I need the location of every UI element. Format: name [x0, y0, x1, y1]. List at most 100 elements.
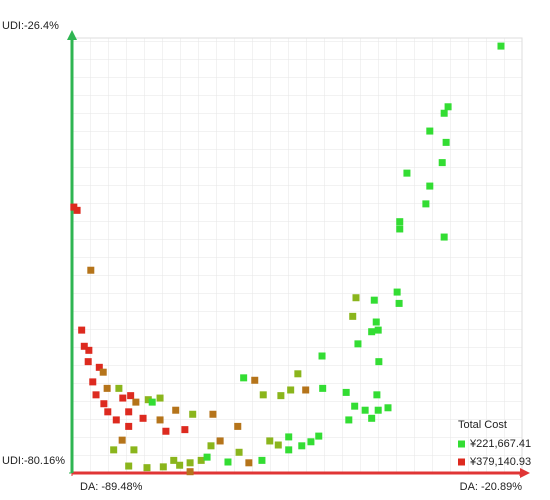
point	[373, 391, 381, 399]
point	[84, 358, 92, 366]
point	[396, 218, 404, 226]
point	[372, 318, 380, 326]
point	[368, 414, 376, 422]
point	[438, 159, 446, 167]
point	[240, 374, 248, 382]
point	[159, 463, 167, 471]
point	[125, 462, 133, 470]
point	[170, 456, 178, 464]
legend-label: ¥221,667.41	[469, 438, 531, 450]
point	[294, 370, 302, 378]
legend-title: Total Cost	[458, 419, 507, 431]
point	[203, 453, 211, 461]
point	[384, 404, 392, 412]
point	[85, 346, 93, 354]
point	[104, 408, 112, 416]
point	[112, 416, 120, 424]
point	[119, 394, 127, 402]
point	[426, 182, 434, 190]
point	[103, 384, 111, 392]
point	[274, 441, 282, 449]
point	[144, 396, 152, 404]
point	[143, 464, 151, 472]
point	[132, 398, 140, 406]
point	[125, 422, 133, 430]
point	[176, 461, 184, 469]
point	[393, 288, 401, 296]
point	[497, 42, 505, 50]
point	[375, 358, 383, 366]
point	[115, 384, 123, 392]
point	[78, 326, 86, 334]
point	[100, 400, 108, 408]
point	[285, 446, 293, 454]
point	[307, 438, 315, 446]
point	[207, 442, 215, 450]
point	[352, 294, 360, 302]
point	[440, 109, 448, 117]
point	[80, 342, 88, 350]
point	[361, 406, 369, 414]
point	[245, 459, 253, 467]
point	[251, 376, 259, 384]
point	[189, 410, 197, 418]
point	[422, 200, 430, 208]
point	[354, 340, 362, 348]
point	[259, 391, 267, 399]
legend-swatch	[458, 440, 465, 448]
y-tick-label: UDI:-26.4%	[2, 20, 59, 32]
point	[139, 414, 147, 422]
point	[396, 225, 404, 233]
point	[130, 446, 138, 454]
point	[258, 456, 266, 464]
point	[110, 446, 118, 454]
point	[444, 103, 452, 111]
point	[186, 468, 194, 476]
point	[181, 426, 189, 434]
point	[442, 138, 450, 146]
point	[403, 169, 411, 177]
point	[302, 386, 310, 394]
y-tick-label: UDI:-80.16%	[2, 455, 65, 467]
point	[234, 422, 242, 430]
point	[368, 328, 376, 336]
point	[89, 378, 97, 386]
point	[319, 384, 327, 392]
point	[92, 391, 100, 399]
point	[351, 402, 359, 410]
point	[156, 394, 164, 402]
point	[345, 416, 353, 424]
point	[209, 410, 217, 418]
point	[224, 458, 232, 466]
x-tick-label: DA: -89.48%	[80, 481, 143, 493]
point	[287, 386, 295, 394]
axes: UDI:-80.16% UDI:-26.4% DA: -89.48% DA: -20.…	[2, 20, 530, 493]
point	[440, 233, 448, 241]
point	[148, 398, 156, 406]
point	[87, 266, 95, 274]
point	[349, 312, 357, 320]
point	[127, 392, 135, 400]
point	[162, 427, 170, 435]
point	[118, 436, 126, 444]
point	[426, 127, 434, 135]
point	[285, 433, 293, 441]
point	[172, 406, 180, 414]
point	[197, 456, 205, 464]
point	[216, 437, 224, 445]
legend-label: ¥379,140.93	[469, 456, 531, 468]
point	[95, 363, 103, 371]
point	[370, 296, 378, 304]
point	[125, 408, 133, 416]
point	[315, 432, 323, 440]
point	[395, 299, 403, 307]
point	[156, 416, 164, 424]
point	[374, 326, 382, 334]
point	[277, 392, 285, 400]
point	[99, 368, 107, 376]
plot-area	[71, 37, 523, 474]
x-tick-label: DA: -20.89%	[460, 481, 523, 493]
legend-swatch	[458, 458, 465, 466]
point	[73, 206, 81, 214]
